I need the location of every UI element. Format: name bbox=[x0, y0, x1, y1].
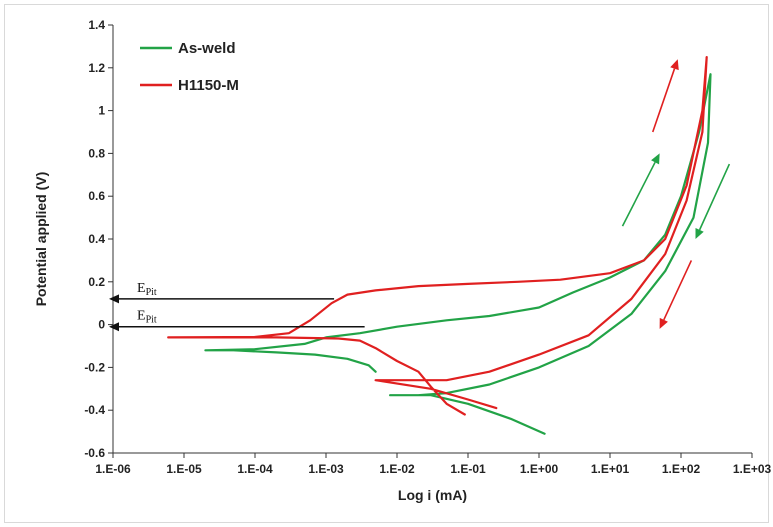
x-tick-label: 1.E-04 bbox=[237, 462, 273, 476]
arrow-head bbox=[695, 228, 704, 239]
x-tick-label: 1.E-06 bbox=[95, 462, 131, 476]
y-tick-label: 0.4 bbox=[88, 232, 105, 246]
y-tick-label: 0.6 bbox=[88, 189, 105, 203]
y-tick-label: 0.8 bbox=[88, 146, 105, 160]
y-tick-label: 0 bbox=[98, 318, 105, 332]
legend-label: As-weld bbox=[178, 40, 236, 57]
legend-layer: As-weld H1150-M bbox=[140, 40, 239, 94]
y-tick-label: 1.2 bbox=[88, 61, 105, 75]
x-tick-label: 1.E+03 bbox=[733, 462, 772, 476]
arrow-head bbox=[659, 317, 668, 329]
arrow-shaft bbox=[663, 260, 693, 321]
x-tick-label: 1.E-01 bbox=[450, 462, 486, 476]
legend-item: H1150-M bbox=[140, 77, 239, 94]
y-axis-title: Potential applied (V) bbox=[33, 172, 49, 307]
x-tick-label: 1.E-02 bbox=[379, 462, 415, 476]
epit-arrow bbox=[109, 322, 365, 332]
direction-arrow bbox=[651, 59, 679, 133]
x-tick-label: 1.E+01 bbox=[591, 462, 630, 476]
epit-arrow bbox=[109, 294, 335, 304]
axes-layer: 1.E-06 1.E-05 1.E-04 1.E-03 1.E-02 1.E-01 1.E+… bbox=[84, 18, 771, 476]
x-tick-label: 1.E-03 bbox=[308, 462, 344, 476]
arrow-head bbox=[651, 153, 660, 165]
y-tick-label: 0.2 bbox=[88, 275, 105, 289]
arrow-shaft bbox=[651, 68, 676, 133]
y-tick-label: -0.2 bbox=[84, 360, 105, 374]
x-axis-title: Log i (mA) bbox=[398, 487, 467, 503]
y-tick-label: 1.4 bbox=[88, 18, 105, 32]
legend-item: As-weld bbox=[140, 40, 236, 57]
series-layer bbox=[167, 56, 712, 435]
arrow-shaft bbox=[698, 163, 731, 231]
x-tick-label: 1.E+02 bbox=[662, 462, 701, 476]
x-tick-label: 1.E-05 bbox=[166, 462, 202, 476]
series-line-h1150-m bbox=[167, 56, 708, 416]
arrow-head bbox=[109, 322, 119, 332]
y-tick-label: -0.4 bbox=[84, 403, 105, 417]
arrow-shaft bbox=[621, 161, 656, 227]
series-line-as-weld bbox=[204, 73, 712, 435]
direction-arrow bbox=[695, 163, 731, 239]
y-tick-label: -0.6 bbox=[84, 446, 105, 460]
direction-arrow bbox=[621, 153, 660, 227]
arrow-head bbox=[670, 59, 679, 71]
arrow-head bbox=[109, 294, 119, 304]
legend-label: H1150-M bbox=[178, 77, 239, 94]
direction-arrow bbox=[659, 260, 693, 329]
x-tick-label: 1.E+00 bbox=[520, 462, 559, 476]
y-tick-label: 1 bbox=[98, 104, 105, 118]
chart-border bbox=[4, 4, 769, 523]
